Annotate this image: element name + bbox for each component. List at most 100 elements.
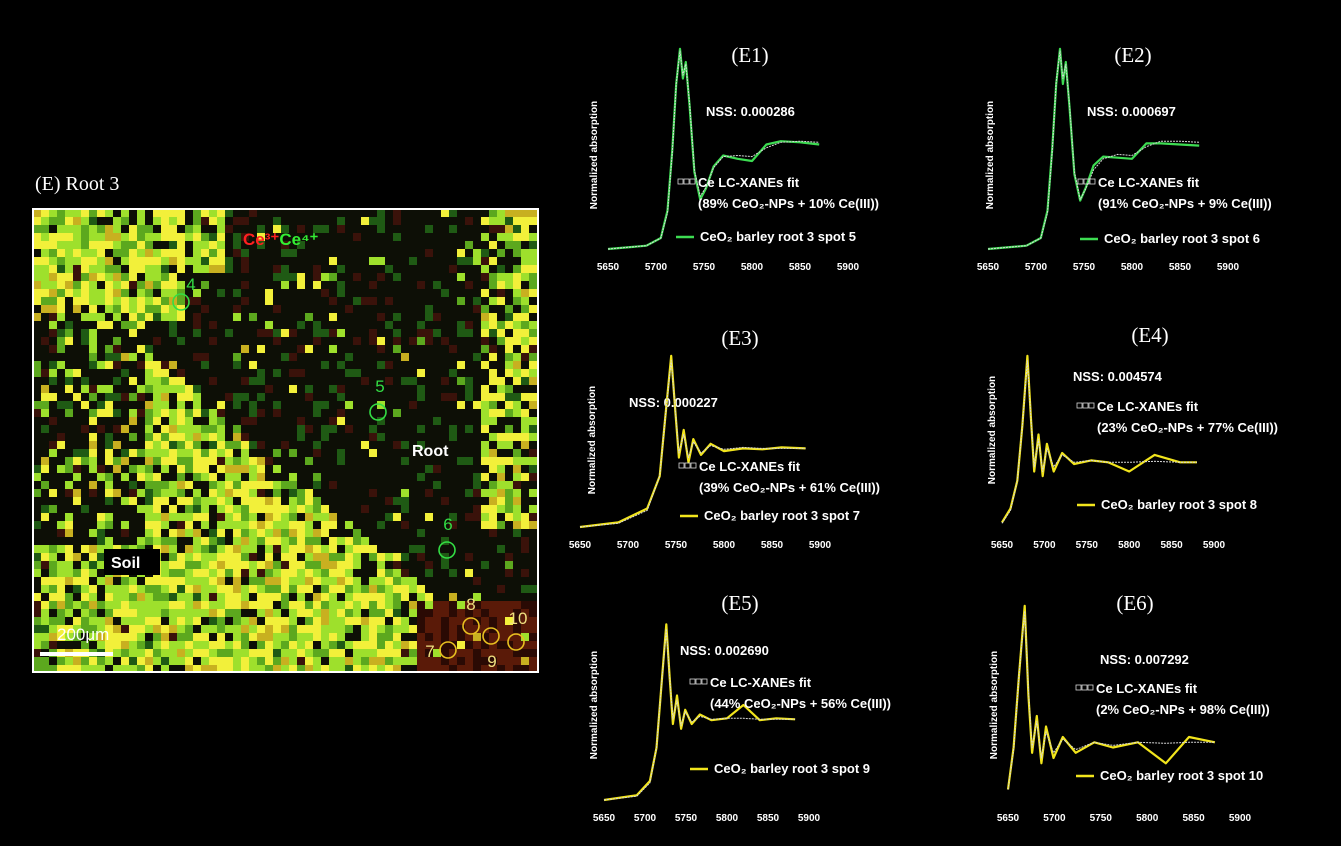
map-pixel bbox=[177, 417, 185, 425]
map-pixel bbox=[105, 321, 113, 329]
map-pixel bbox=[529, 593, 537, 601]
map-pixel bbox=[345, 465, 353, 473]
map-pixel bbox=[401, 609, 409, 617]
map-pixel bbox=[241, 505, 249, 513]
map-pixel bbox=[169, 601, 177, 609]
map-pixel bbox=[241, 257, 249, 265]
map-pixel bbox=[281, 561, 289, 569]
map-pixel bbox=[217, 633, 225, 641]
map-pixel bbox=[321, 641, 329, 649]
map-pixel bbox=[465, 281, 473, 289]
map-pixel bbox=[73, 265, 81, 273]
map-pixel bbox=[225, 257, 233, 265]
map-pixel bbox=[513, 321, 521, 329]
map-pixel bbox=[41, 273, 49, 281]
map-pixel bbox=[401, 641, 409, 649]
map-pixel bbox=[401, 377, 409, 385]
map-pixel bbox=[473, 497, 481, 505]
map-pixel bbox=[257, 481, 265, 489]
map-pixel bbox=[265, 417, 273, 425]
map-pixel bbox=[97, 257, 105, 265]
map-pixel bbox=[49, 641, 57, 649]
map-pixel bbox=[345, 273, 353, 281]
x-tick-label: 5850 bbox=[761, 540, 784, 551]
map-pixel bbox=[281, 353, 289, 361]
map-pixel bbox=[249, 497, 257, 505]
figure: (E) Root 3 Ce³⁺Ce⁴⁺ 4 5 6 7 8 9 10 Root … bbox=[0, 0, 1341, 846]
x-tick-label: 5700 bbox=[634, 813, 657, 824]
map-pixel bbox=[337, 369, 345, 377]
map-pixel bbox=[401, 409, 409, 417]
map-pixel bbox=[377, 625, 385, 633]
map-pixel bbox=[145, 489, 153, 497]
map-pixel bbox=[41, 433, 49, 441]
map-pixel bbox=[193, 569, 201, 577]
map-pixel bbox=[433, 433, 441, 441]
map-pixel bbox=[161, 241, 169, 249]
map-pixel bbox=[257, 553, 265, 561]
map-pixel bbox=[401, 617, 409, 625]
map-pixel bbox=[321, 233, 329, 241]
map-pixel bbox=[449, 569, 457, 577]
map-pixel bbox=[441, 625, 449, 633]
map-pixel bbox=[225, 553, 233, 561]
map-pixel bbox=[497, 657, 505, 665]
map-pixel bbox=[233, 641, 241, 649]
map-pixel bbox=[41, 305, 49, 313]
map-pixel bbox=[89, 297, 97, 305]
map-pixel bbox=[177, 329, 185, 337]
map-pixel bbox=[201, 457, 209, 465]
map-pixel bbox=[241, 649, 249, 657]
map-pixel bbox=[57, 353, 65, 361]
map-pixel bbox=[377, 465, 385, 473]
map-pixel bbox=[161, 481, 169, 489]
map-pixel bbox=[313, 545, 321, 553]
map-pixel bbox=[441, 345, 449, 353]
map-pixel bbox=[337, 217, 345, 225]
map-pixel bbox=[249, 337, 257, 345]
map-pixel bbox=[257, 441, 265, 449]
map-pixel bbox=[473, 329, 481, 337]
map-pixel bbox=[393, 617, 401, 625]
map-pixel bbox=[217, 473, 225, 481]
map-pixel bbox=[417, 217, 425, 225]
map-pixel bbox=[273, 489, 281, 497]
map-pixel bbox=[225, 353, 233, 361]
map-pixel bbox=[529, 353, 537, 361]
map-pixel bbox=[33, 417, 41, 425]
map-pixel bbox=[185, 473, 193, 481]
map-pixel bbox=[265, 433, 273, 441]
map-pixel bbox=[217, 209, 225, 217]
map-pixel bbox=[297, 369, 305, 377]
map-pixel bbox=[241, 497, 249, 505]
map-pixel bbox=[457, 345, 465, 353]
map-pixel bbox=[153, 457, 161, 465]
map-pixel bbox=[257, 369, 265, 377]
map-pixel bbox=[265, 353, 273, 361]
map-pixel bbox=[481, 609, 489, 617]
map-pixel bbox=[137, 385, 145, 393]
map-pixel bbox=[105, 441, 113, 449]
map-pixel bbox=[345, 297, 353, 305]
map-pixel bbox=[457, 457, 465, 465]
map-pixel bbox=[481, 313, 489, 321]
map-pixel bbox=[329, 657, 337, 665]
map-pixel bbox=[81, 545, 89, 553]
map-pixel bbox=[529, 257, 537, 265]
map-pixel bbox=[113, 369, 121, 377]
map-pixel bbox=[313, 273, 321, 281]
map-pixel bbox=[457, 649, 465, 657]
map-pixel bbox=[377, 553, 385, 561]
map-pixel bbox=[57, 577, 65, 585]
map-pixel bbox=[401, 601, 409, 609]
x-tick-label: 5700 bbox=[1043, 813, 1066, 824]
map-pixel bbox=[393, 505, 401, 513]
map-pixel bbox=[41, 585, 49, 593]
map-pixel bbox=[153, 513, 161, 521]
map-pixel bbox=[329, 505, 337, 513]
map-pixel bbox=[489, 481, 497, 489]
map-pixel bbox=[481, 217, 489, 225]
map-pixel bbox=[425, 257, 433, 265]
map-pixel bbox=[257, 593, 265, 601]
map-pixel bbox=[401, 433, 409, 441]
